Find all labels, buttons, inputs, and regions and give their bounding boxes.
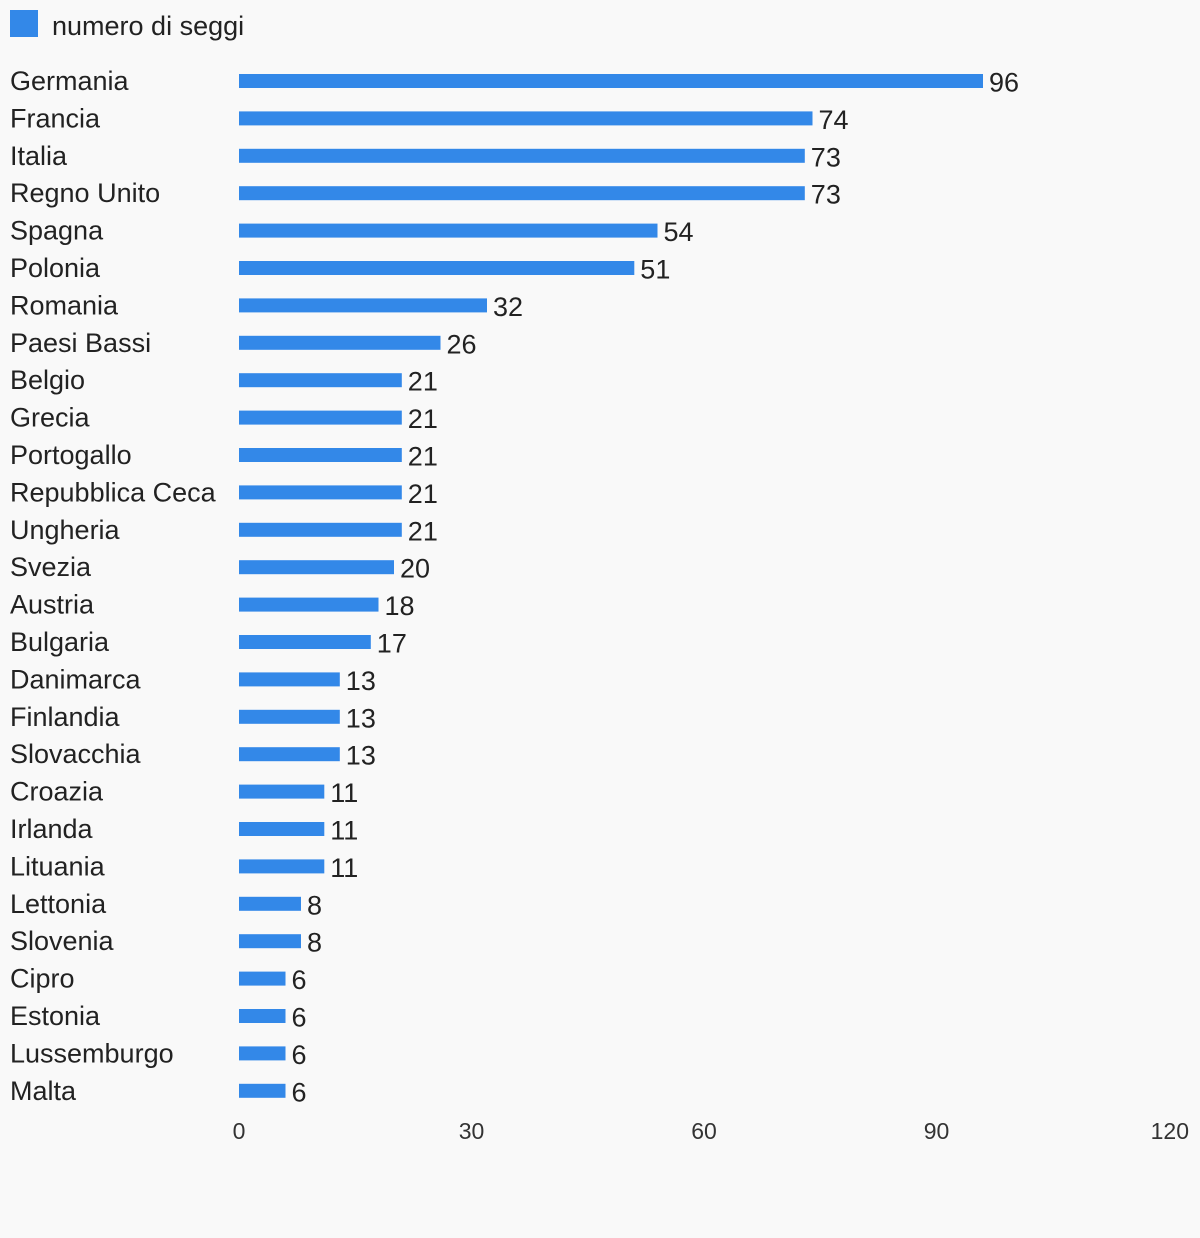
category-label: Finlandia <box>10 702 121 732</box>
bar <box>239 74 983 88</box>
category-label: Repubblica Ceca <box>10 477 217 507</box>
data-label: 13 <box>346 666 376 696</box>
x-tick-label: 90 <box>924 1118 950 1144</box>
x-tick-label: 60 <box>691 1118 717 1144</box>
category-label: Irlanda <box>10 814 94 844</box>
category-label: Cipro <box>10 964 75 994</box>
bar <box>239 1009 286 1023</box>
legend-swatch <box>10 10 38 37</box>
data-label: 51 <box>640 255 670 285</box>
data-label: 11 <box>330 816 358 846</box>
category-label: Portogallo <box>10 440 132 470</box>
bar <box>239 934 301 949</box>
data-label: 74 <box>819 105 849 135</box>
value-labels: 9674737354513226212121212120181713131311… <box>292 68 1020 1108</box>
category-label: Croazia <box>10 777 104 807</box>
bar <box>239 635 371 649</box>
data-label: 11 <box>330 778 358 808</box>
bar <box>239 522 402 537</box>
data-label: 20 <box>400 554 430 584</box>
x-tick-label: 120 <box>1151 1118 1189 1144</box>
category-label: Grecia <box>10 403 91 433</box>
bars <box>239 74 983 1098</box>
bar <box>239 1083 286 1098</box>
bar <box>239 896 301 911</box>
data-label: 21 <box>408 404 438 434</box>
category-label: Spagna <box>10 216 104 246</box>
bar <box>239 747 340 762</box>
category-label: Italia <box>10 141 68 171</box>
bar <box>239 784 325 799</box>
bar <box>239 186 805 201</box>
category-label: Lussemburgo <box>10 1038 174 1068</box>
category-label: Paesi Bassi <box>10 328 151 358</box>
x-tick-label: 30 <box>459 1118 485 1144</box>
category-label: Polonia <box>10 253 101 283</box>
category-label: Belgio <box>10 365 85 395</box>
x-tick-label: 0 <box>233 1118 246 1144</box>
data-label: 73 <box>811 180 841 210</box>
category-label: Lettonia <box>10 889 107 919</box>
category-label: Regno Unito <box>10 178 160 208</box>
data-label: 6 <box>292 1003 307 1033</box>
data-label: 21 <box>408 442 438 472</box>
category-label: Germania <box>10 66 130 96</box>
data-label: 21 <box>408 516 438 546</box>
category-label: Slovenia <box>10 926 115 956</box>
bar <box>239 485 402 500</box>
category-label: Svezia <box>10 552 92 582</box>
bar <box>239 111 813 126</box>
data-label: 96 <box>989 68 1019 98</box>
data-label: 26 <box>447 329 477 359</box>
bar <box>239 822 325 836</box>
bar <box>239 148 805 163</box>
data-label: 54 <box>664 217 694 247</box>
data-label: 13 <box>346 741 376 771</box>
data-label: 11 <box>330 853 358 883</box>
bar <box>239 1046 286 1061</box>
data-label: 73 <box>811 142 841 172</box>
bar <box>239 709 340 724</box>
category-label: Slovacchia <box>10 739 142 769</box>
x-axis: 0 30 60 90 120 <box>233 1118 1189 1144</box>
bar <box>239 223 658 238</box>
data-label: 17 <box>377 629 407 659</box>
bar <box>239 261 635 275</box>
data-label: 13 <box>346 703 376 733</box>
category-label: Danimarca <box>10 664 142 694</box>
data-label: 32 <box>493 292 523 322</box>
data-label: 21 <box>408 367 438 397</box>
category-label: Bulgaria <box>10 627 110 657</box>
bar <box>239 448 402 462</box>
category-label: Ungheria <box>10 515 121 545</box>
legend-label: numero di seggi <box>52 11 244 41</box>
category-label: Malta <box>10 1076 77 1106</box>
category-label: Lituania <box>10 851 106 881</box>
data-label: 8 <box>307 890 322 920</box>
data-label: 8 <box>307 928 322 958</box>
category-label: Romania <box>10 290 119 320</box>
category-label: Francia <box>10 103 101 133</box>
legend: numero di seggi <box>10 10 244 41</box>
bar <box>239 298 487 313</box>
bar <box>239 560 394 575</box>
bar <box>239 373 402 388</box>
bar <box>239 672 340 687</box>
data-label: 6 <box>292 1040 307 1070</box>
data-label: 6 <box>292 965 307 995</box>
data-label: 6 <box>292 1077 307 1107</box>
bar <box>239 597 379 612</box>
category-label: Austria <box>10 590 95 620</box>
data-label: 18 <box>385 591 415 621</box>
category-label: Estonia <box>10 1001 101 1031</box>
bar <box>239 410 402 425</box>
data-label: 21 <box>408 479 438 509</box>
category-labels: Germania Francia Italia Regno Unito Spagna Po… <box>10 66 217 1106</box>
bar <box>239 971 286 986</box>
bar <box>239 335 441 350</box>
bar <box>239 859 325 874</box>
